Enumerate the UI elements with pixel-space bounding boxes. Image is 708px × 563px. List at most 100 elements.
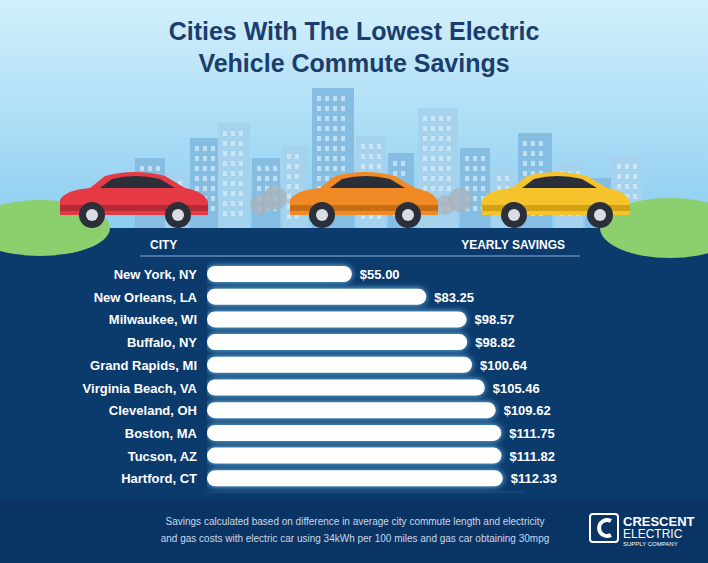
window bbox=[531, 141, 535, 146]
data-label: $98.82 bbox=[475, 335, 515, 350]
category-label: Cleveland, OH bbox=[109, 403, 197, 418]
window bbox=[633, 174, 637, 179]
window bbox=[317, 106, 321, 111]
axis-label-y: CITY bbox=[150, 238, 177, 252]
logo-box bbox=[590, 514, 618, 542]
logo-mark bbox=[599, 520, 611, 536]
window bbox=[325, 136, 329, 141]
data-label: $112.33 bbox=[511, 471, 557, 486]
window bbox=[223, 151, 227, 156]
bar bbox=[207, 289, 426, 305]
window bbox=[239, 191, 243, 196]
window bbox=[325, 166, 329, 171]
window bbox=[431, 136, 435, 141]
window bbox=[447, 166, 451, 171]
window bbox=[447, 116, 451, 121]
window bbox=[473, 166, 477, 171]
window bbox=[325, 156, 329, 161]
window bbox=[523, 141, 527, 146]
data-label: $100.64 bbox=[480, 358, 528, 373]
window bbox=[231, 181, 235, 186]
window bbox=[539, 161, 543, 166]
window bbox=[231, 201, 235, 206]
window bbox=[273, 166, 277, 171]
value-axis bbox=[207, 492, 523, 493]
window bbox=[203, 146, 207, 151]
window bbox=[317, 126, 321, 131]
window bbox=[317, 146, 321, 151]
window bbox=[447, 186, 451, 191]
window bbox=[295, 184, 299, 189]
window bbox=[257, 176, 261, 181]
window bbox=[295, 174, 299, 179]
window bbox=[223, 181, 227, 186]
window bbox=[439, 156, 443, 161]
category-label: Hartford, CT bbox=[121, 471, 197, 486]
window bbox=[423, 116, 427, 121]
window bbox=[431, 116, 435, 121]
window bbox=[473, 206, 477, 211]
window bbox=[333, 116, 337, 121]
window bbox=[203, 186, 207, 191]
window bbox=[341, 146, 345, 151]
bar bbox=[207, 470, 503, 486]
window bbox=[287, 194, 291, 199]
wheel bbox=[309, 202, 335, 228]
window bbox=[377, 154, 381, 159]
window bbox=[211, 166, 215, 171]
window bbox=[439, 116, 443, 121]
window bbox=[333, 126, 337, 131]
wheel bbox=[165, 202, 191, 228]
data-label: $98.57 bbox=[475, 312, 515, 327]
category-label: Tucson, AZ bbox=[128, 449, 197, 464]
bar bbox=[207, 448, 501, 464]
window bbox=[447, 176, 451, 181]
window bbox=[239, 201, 243, 206]
data-label: $111.75 bbox=[509, 426, 555, 441]
skyline bbox=[0, 88, 708, 258]
bar bbox=[207, 266, 352, 282]
window bbox=[539, 151, 543, 156]
window bbox=[325, 96, 329, 101]
window bbox=[239, 211, 243, 216]
window bbox=[473, 186, 477, 191]
axis-label-x: YEARLY SAVINGS bbox=[461, 238, 565, 252]
window bbox=[439, 136, 443, 141]
window bbox=[223, 211, 227, 216]
window bbox=[203, 176, 207, 181]
window bbox=[239, 131, 243, 136]
wheel bbox=[79, 202, 105, 228]
window bbox=[317, 116, 321, 121]
bar bbox=[207, 357, 472, 373]
window bbox=[423, 186, 427, 191]
window bbox=[633, 194, 637, 199]
window bbox=[431, 186, 435, 191]
bars bbox=[207, 266, 503, 486]
window bbox=[481, 166, 485, 171]
window bbox=[325, 106, 329, 111]
window bbox=[341, 116, 345, 121]
window bbox=[431, 156, 435, 161]
category-label: Buffalo, NY bbox=[127, 335, 197, 350]
window bbox=[211, 196, 215, 201]
title-line: Cities With The Lowest Electric bbox=[169, 17, 540, 45]
window bbox=[239, 141, 243, 146]
bar bbox=[207, 425, 501, 441]
window bbox=[625, 184, 629, 189]
logo-text: ELECTRIC bbox=[623, 527, 683, 541]
title: Cities With The Lowest ElectricVehicle C… bbox=[169, 17, 540, 77]
window bbox=[325, 176, 329, 181]
window bbox=[195, 176, 199, 181]
data-label: $55.00 bbox=[360, 267, 400, 282]
window bbox=[431, 176, 435, 181]
window bbox=[447, 136, 451, 141]
window bbox=[140, 166, 144, 171]
window bbox=[265, 176, 269, 181]
window bbox=[317, 136, 321, 141]
window bbox=[423, 156, 427, 161]
window bbox=[333, 156, 337, 161]
window bbox=[625, 164, 629, 169]
building bbox=[282, 146, 308, 228]
window bbox=[257, 186, 261, 191]
hub bbox=[508, 209, 520, 221]
